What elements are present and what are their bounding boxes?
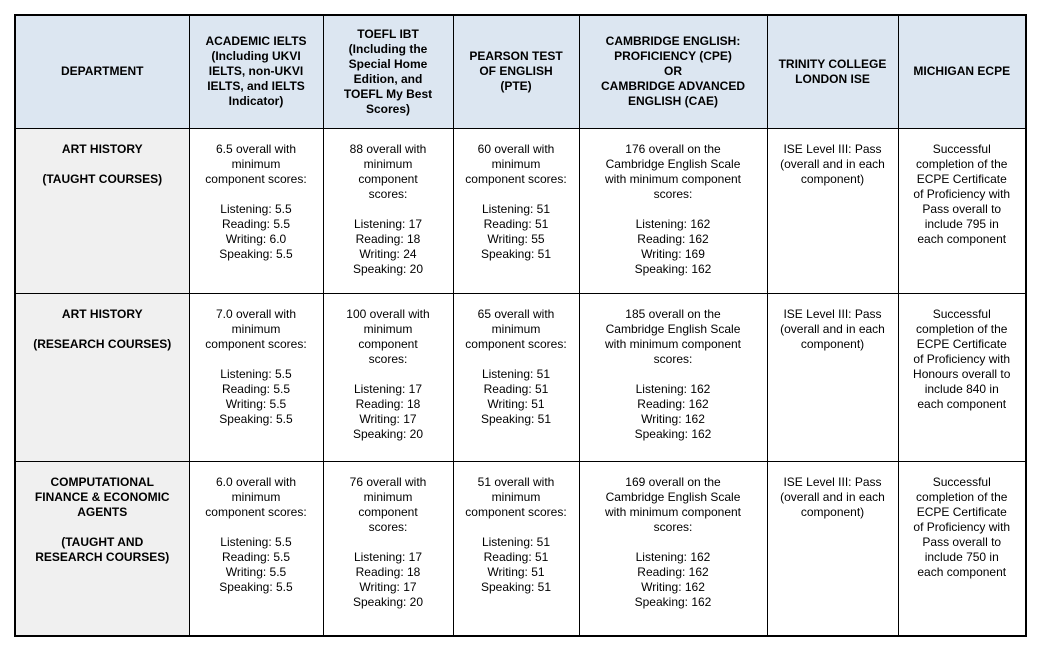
cell-michigan-score: Successful completion of the ECPE Certif… [897,127,1027,294]
table-row-art-history-taught: ART HISTORY (TAUGHT COURSES) 6.5 overall… [14,127,1027,294]
cell-cambridge-score: 176 overall on the Cambridge English Sca… [578,127,768,294]
table-row-art-history-research: ART HISTORY (RESEARCH COURSES) 7.0 overa… [14,292,1027,462]
cell-ielts-score: 7.0 overall with minimum component score… [188,292,324,462]
cell-department: ART HISTORY (RESEARCH COURSES) [14,292,190,462]
cell-trinity-score: ISE Level III: Pass (overall and in each… [766,292,899,462]
cell-department: COMPUTATIONAL FINANCE & ECONOMIC AGENTS … [14,460,190,637]
cell-toefl-score: 88 overall with minimum component scores… [322,127,454,294]
cell-pte-score: 60 overall with minimum component scores… [452,127,580,294]
cell-cambridge-score: 169 overall on the Cambridge English Sca… [578,460,768,637]
header-cell-department: DEPARTMENT [14,14,190,129]
cell-ielts-score: 6.5 overall with minimum component score… [188,127,324,294]
cell-toefl-score: 76 overall with minimum component scores… [322,460,454,637]
header-row: DEPARTMENT ACADEMIC IELTS (Including UKV… [14,14,1027,129]
cell-department: ART HISTORY (TAUGHT COURSES) [14,127,190,294]
cell-pte-score: 65 overall with minimum component scores… [452,292,580,462]
cell-michigan-score: Successful completion of the ECPE Certif… [897,292,1027,462]
header-cell-pearson-pte: PEARSON TEST OF ENGLISH (PTE) [452,14,580,129]
cell-trinity-score: ISE Level III: Pass (overall and in each… [766,127,899,294]
header-cell-michigan-ecpe: MICHIGAN ECPE [897,14,1027,129]
table-row-computational-finance: COMPUTATIONAL FINANCE & ECONOMIC AGENTS … [14,460,1027,637]
cell-ielts-score: 6.0 overall with minimum component score… [188,460,324,637]
english-requirements-table: DEPARTMENT ACADEMIC IELTS (Including UKV… [14,14,1027,637]
header-cell-toefl-ibt: TOEFL IBT (Including the Special Home Ed… [322,14,454,129]
cell-cambridge-score: 185 overall on the Cambridge English Sca… [578,292,768,462]
cell-pte-score: 51 overall with minimum component scores… [452,460,580,637]
cell-toefl-score: 100 overall with minimum component score… [322,292,454,462]
cell-michigan-score: Successful completion of the ECPE Certif… [897,460,1027,637]
header-cell-trinity: TRINITY COLLEGE LONDON ISE [766,14,899,129]
header-cell-cambridge: CAMBRIDGE ENGLISH: PROFICIENCY (CPE) OR … [578,14,768,129]
cell-trinity-score: ISE Level III: Pass (overall and in each… [766,460,899,637]
header-cell-academic-ielts: ACADEMIC IELTS (Including UKVI IELTS, no… [188,14,324,129]
